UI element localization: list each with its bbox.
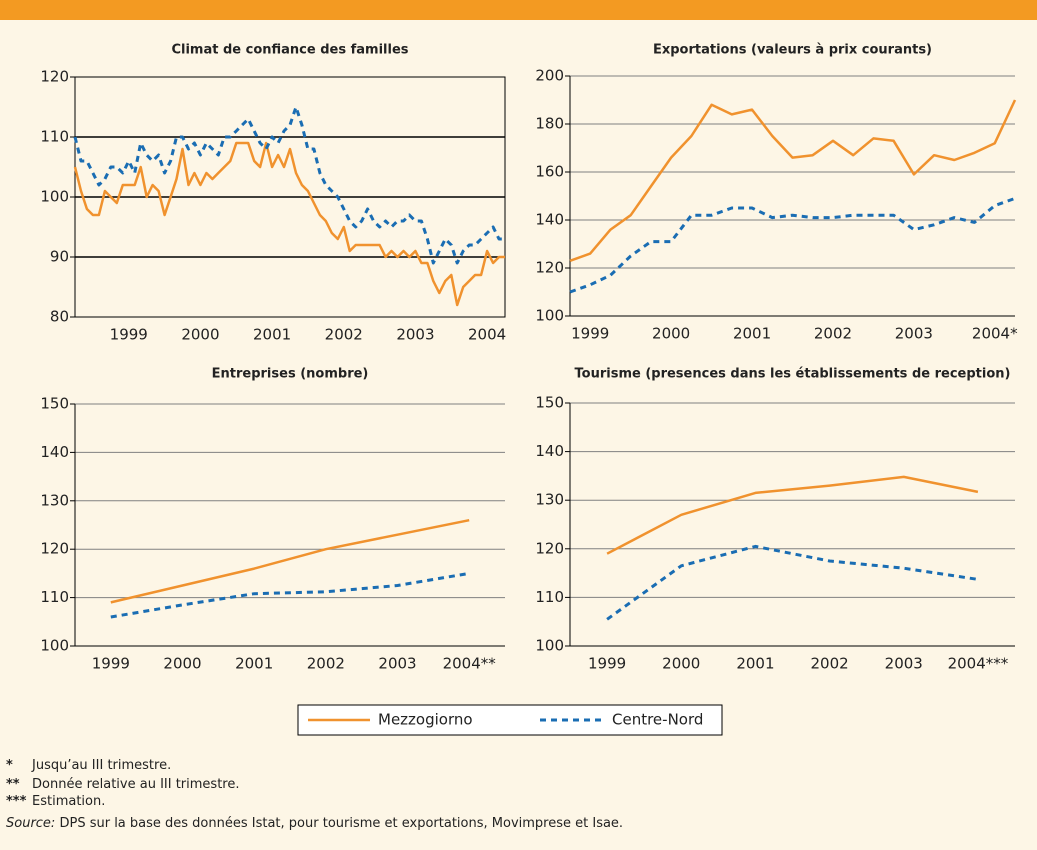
note-text: Jusqu’au III trimestre.: [32, 758, 172, 773]
header-bar: [0, 0, 1037, 20]
y-tick-label: 120: [535, 259, 564, 277]
y-tick-label: 80: [50, 308, 69, 326]
series-line: [110, 518, 470, 604]
y-tick-label: 100: [535, 307, 564, 325]
x-tick-label: 2003: [378, 655, 416, 673]
y-tick-label: 200: [535, 67, 564, 85]
note-text: Donnée relative au III trimestre.: [32, 777, 240, 792]
x-tick-label: 2001: [253, 326, 291, 344]
y-tick-label: 160: [535, 163, 564, 181]
chart-title: Climat de confiance des familles: [171, 43, 408, 58]
x-tick-label: 2001: [235, 655, 273, 673]
x-tick-label: 2004**: [443, 655, 497, 673]
y-tick-label: 90: [50, 248, 69, 266]
x-tick-label: 2002: [810, 655, 848, 673]
y-tick-label: 100: [40, 637, 69, 655]
y-tick-label: 100: [40, 188, 69, 206]
x-tick-label: 2002: [814, 325, 852, 343]
y-tick-label: 140: [40, 443, 69, 461]
x-tick-label: 2002: [307, 655, 345, 673]
source-label: Source:: [6, 816, 56, 831]
plot-frame: [74, 76, 506, 318]
legend-label: Centre-Nord: [612, 711, 703, 729]
x-tick-label: 2000: [163, 655, 201, 673]
series-line: [73, 141, 505, 307]
y-tick-label: 150: [535, 394, 564, 412]
legend-label: Mezzogiorno: [378, 711, 473, 729]
chart-title: Exportations (valeurs à prix courants): [653, 43, 932, 58]
note: * Jusqu’au III trimestre.: [6, 758, 171, 773]
y-tick-label: 180: [535, 115, 564, 133]
x-tick-label: 1999: [571, 325, 609, 343]
note-marker: ***: [6, 794, 27, 809]
note: ** Donnée relative au III trimestre.: [6, 777, 240, 792]
x-tick-label: 2003: [396, 326, 434, 344]
x-tick-label: 2000: [652, 325, 690, 343]
x-tick-label: 2002: [325, 326, 363, 344]
x-tick-label: 2000: [662, 655, 700, 673]
y-tick-label: 100: [535, 637, 564, 655]
y-tick-label: 110: [535, 588, 564, 606]
x-tick-label: 2004***: [948, 655, 1009, 673]
y-tick-label: 110: [40, 588, 69, 606]
y-tick-label: 140: [535, 211, 564, 229]
chart-title: Tourisme (presences dans les établisseme…: [575, 367, 1011, 382]
chart-title: Entreprises (nombre): [212, 367, 369, 382]
x-tick-label: 2001: [733, 325, 771, 343]
x-tick-label: 2001: [736, 655, 774, 673]
y-tick-label: 140: [535, 442, 564, 460]
series-line: [73, 105, 505, 265]
x-tick-label: 1999: [110, 326, 148, 344]
y-tick-label: 110: [40, 128, 69, 146]
y-tick-label: 120: [40, 540, 69, 558]
series-line: [606, 475, 979, 555]
x-tick-label: 2004*: [972, 325, 1018, 343]
series-line: [569, 99, 1017, 262]
source-text: DPS sur la base des données Istat, pour …: [59, 816, 624, 831]
y-tick-label: 120: [40, 68, 69, 86]
x-tick-label: 2004: [468, 326, 506, 344]
series-line: [606, 544, 979, 621]
x-tick-label: 2000: [181, 326, 219, 344]
x-tick-label: 2003: [885, 655, 923, 673]
source: Source: DPS sur la base des données Ista…: [6, 816, 623, 831]
note-marker: *: [6, 758, 13, 773]
x-tick-label: 2003: [895, 325, 933, 343]
note-text: Estimation.: [32, 794, 106, 809]
series-line: [569, 196, 1016, 294]
y-tick-label: 130: [535, 491, 564, 509]
y-tick-label: 150: [40, 395, 69, 413]
series-line: [110, 571, 470, 619]
x-tick-label: 1999: [92, 655, 130, 673]
y-tick-label: 120: [535, 539, 564, 557]
note: *** Estimation.: [6, 794, 105, 809]
note-marker: **: [6, 777, 20, 792]
y-tick-label: 130: [40, 491, 69, 509]
x-tick-label: 1999: [588, 655, 626, 673]
